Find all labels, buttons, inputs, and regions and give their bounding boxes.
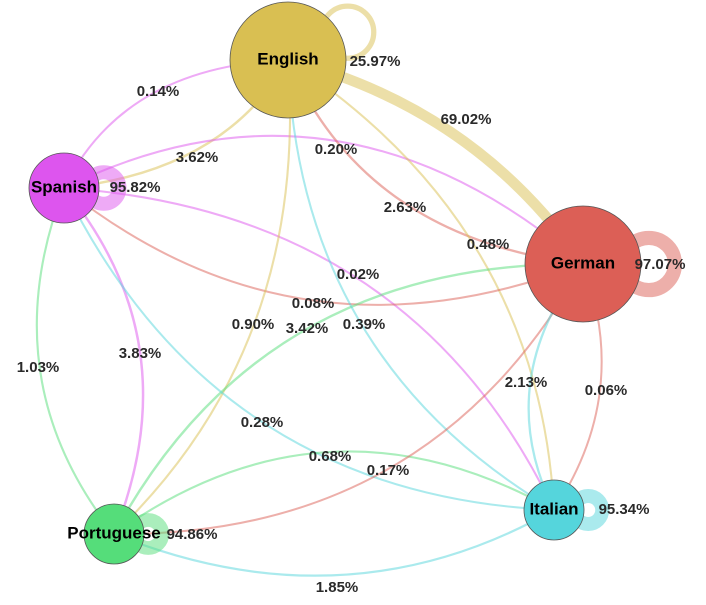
node-label: Italian bbox=[529, 499, 578, 518]
node bbox=[28, 152, 100, 224]
edge-label: 0.20% bbox=[315, 141, 358, 158]
edge-label: 69.02% bbox=[441, 111, 492, 128]
nodes bbox=[28, 1, 642, 565]
edge-label: 0.68% bbox=[309, 448, 352, 465]
edge bbox=[113, 59, 292, 535]
edge-label: 25.97% bbox=[350, 53, 401, 70]
edge-label: 0.14% bbox=[137, 83, 180, 100]
edge-label: 1.03% bbox=[17, 359, 60, 376]
edge bbox=[287, 59, 556, 511]
node bbox=[524, 205, 642, 323]
edge bbox=[286, 59, 555, 511]
edge bbox=[35, 187, 115, 535]
node-label: Spanish bbox=[31, 177, 97, 196]
node-label: Portuguese bbox=[67, 523, 161, 542]
node bbox=[523, 479, 585, 541]
edge bbox=[113, 263, 584, 536]
edge-label: 1.85% bbox=[316, 579, 359, 596]
edge-label: 0.06% bbox=[585, 382, 628, 399]
edge-label: 3.62% bbox=[176, 149, 219, 166]
edge bbox=[63, 187, 584, 306]
edge-label: 2.13% bbox=[505, 374, 548, 391]
edge bbox=[63, 187, 145, 535]
node bbox=[229, 1, 347, 119]
edge-label: 3.83% bbox=[119, 345, 162, 362]
edge-label: 95.34% bbox=[599, 501, 650, 518]
node-label: English bbox=[257, 49, 318, 68]
edge bbox=[63, 134, 584, 265]
edge bbox=[113, 450, 555, 535]
edge bbox=[112, 262, 584, 535]
edge bbox=[63, 187, 555, 511]
node bbox=[83, 503, 145, 565]
edge-label: 0.90% bbox=[232, 316, 275, 333]
edge-label: 0.39% bbox=[343, 316, 386, 333]
edge-label: 94.86% bbox=[167, 526, 218, 543]
edge bbox=[113, 509, 555, 577]
edge bbox=[63, 187, 555, 512]
edge-label: 97.07% bbox=[635, 256, 686, 273]
edge-label: 0.08% bbox=[292, 295, 335, 312]
node-label: German bbox=[551, 253, 615, 272]
edge-label: 2.63% bbox=[384, 199, 427, 216]
edge-label: 3.42% bbox=[286, 320, 329, 337]
edge-label: 0.02% bbox=[337, 266, 380, 283]
labels: 25.97% 69.02% 0.14% 3.62% 95.82% 0.20% 2.63% 0.… bbox=[17, 49, 686, 595]
edge-label: 0.28% bbox=[241, 414, 284, 431]
edge-label: 95.82% bbox=[110, 179, 161, 196]
edge-label: 0.17% bbox=[367, 462, 410, 479]
edge-label: 0.48% bbox=[467, 236, 510, 253]
